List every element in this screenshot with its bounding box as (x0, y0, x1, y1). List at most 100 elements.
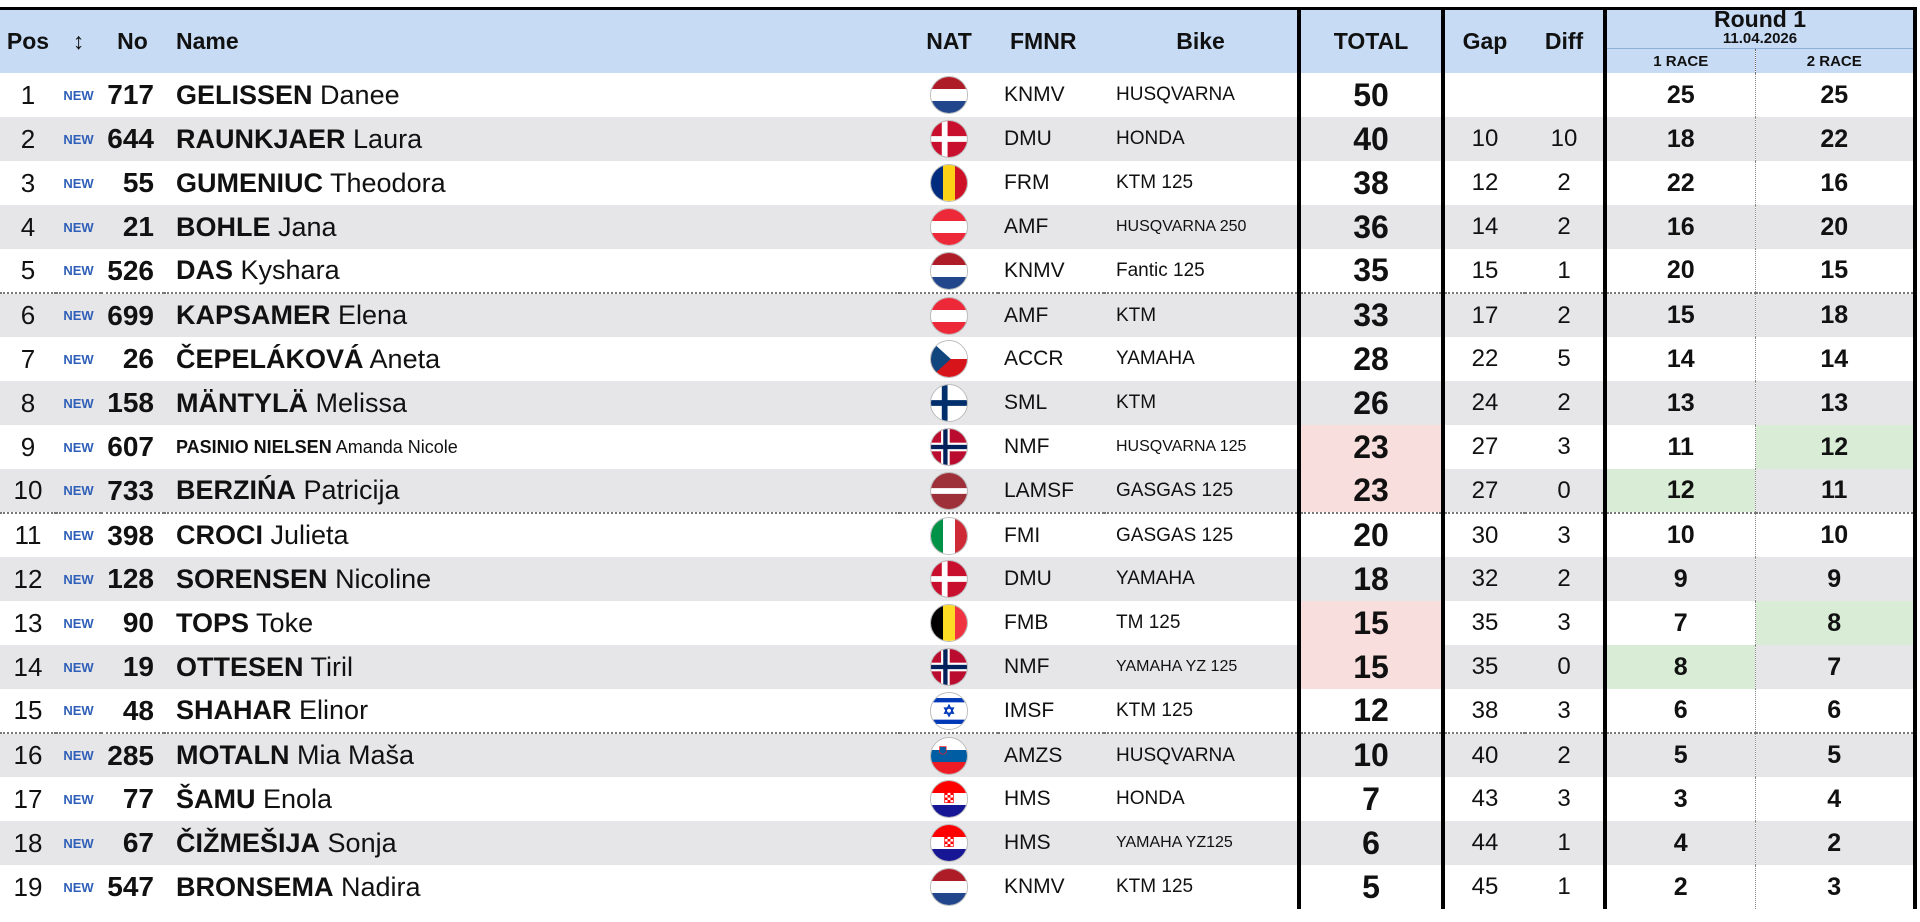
rider-name[interactable]: SORENSEN Nicoline (164, 557, 900, 601)
table-row[interactable]: 12 NEW 128 SORENSEN Nicoline DMU YAMAHA … (0, 557, 1917, 601)
diff: 2 (1525, 292, 1605, 337)
total-points: 15 (1297, 601, 1445, 645)
table-row[interactable]: 1 NEW 717 GELISSEN Danee KNMV HUSQVARNA … (0, 73, 1917, 117)
race-1-points: 11 (1603, 425, 1756, 469)
nationality (900, 381, 998, 425)
new-badge: NEW (56, 292, 101, 337)
rider-name[interactable]: CROCI Julieta (164, 512, 900, 557)
diff: 1 (1525, 821, 1605, 865)
rider-name[interactable]: PASINIO NIELSEN Amanda Nicole (164, 425, 900, 469)
table-row[interactable]: 3 NEW 55 GUMENIUC Theodora FRM KTM 125 3… (0, 161, 1917, 205)
total-points: 36 (1297, 205, 1445, 249)
table-row[interactable]: 17 NEW 77 ŠAMU Enola HMS HONDA 7 43 3 3 … (0, 777, 1917, 821)
header-fmnr[interactable]: FMNR (998, 8, 1104, 73)
race-1-points: 10 (1603, 512, 1756, 557)
header-no[interactable]: No (101, 8, 164, 73)
header-name[interactable]: Name (164, 8, 900, 73)
rider-name[interactable]: ČEPELÁKOVÁ Aneta (164, 337, 900, 381)
table-row[interactable]: 19 NEW 547 BRONSEMA Nadira KNMV KTM 125 … (0, 865, 1917, 909)
race-1-points: 25 (1603, 73, 1756, 117)
table-row[interactable]: 16 NEW 285 MOTALN Mia Maša AMZS HUSQVARN… (0, 732, 1917, 777)
latvia-flag-icon (930, 471, 968, 510)
rider-number: 717 (107, 79, 154, 110)
federation: AMF (998, 205, 1104, 249)
federation: DMU (998, 557, 1104, 601)
total-points: 15 (1297, 645, 1445, 689)
italy-flag-icon (930, 516, 968, 555)
header-round: Round 1 11.04.2026 (1603, 8, 1917, 49)
nationality (900, 732, 998, 777)
rider-name[interactable]: MÄNTYLÄ Melissa (164, 381, 900, 425)
new-badge: NEW (56, 205, 101, 249)
rider-number: 48 (122, 694, 154, 726)
czech-flag-icon (930, 340, 968, 378)
new-badge: NEW (56, 645, 101, 689)
denmark-flag-icon (930, 560, 968, 598)
header-gap[interactable]: Gap (1443, 8, 1525, 73)
rider-name[interactable]: BOHLE Jana (164, 205, 900, 249)
rider-name[interactable]: SHAHAR Elinor (164, 689, 900, 733)
position: 4 (0, 205, 56, 249)
new-badge: NEW (63, 87, 94, 103)
federation: FMI (998, 512, 1104, 557)
rider-name[interactable]: MOTALN Mia Maša (164, 732, 900, 777)
header-bike[interactable]: Bike (1104, 8, 1299, 73)
table-row[interactable]: 18 NEW 67 ČIŽMEŠIJA Sonja HMS YAMAHA YZ1… (0, 821, 1917, 865)
nationality (900, 557, 998, 601)
gap (1443, 73, 1525, 117)
gap: 38 (1471, 696, 1499, 724)
slovenia-flag-icon (930, 736, 968, 775)
table-row[interactable]: 4 NEW 21 BOHLE Jana AMF HUSQVARNA 250 36… (0, 205, 1917, 249)
table-row[interactable]: 13 NEW 90 TOPS Toke FMB TM 125 15 35 3 7… (0, 601, 1917, 645)
race-2-points: 7 (1755, 645, 1917, 689)
new-badge: NEW (56, 821, 101, 865)
header-race-2[interactable]: 2 RACE (1755, 48, 1917, 73)
header-move-icon[interactable]: ↕ (56, 8, 101, 73)
rider-number: 19 (101, 645, 164, 689)
rider-name[interactable]: KAPSAMER Elena (164, 292, 900, 337)
rider-surname: BOHLE (176, 211, 271, 242)
rider-name[interactable]: ŠAMU Enola (164, 777, 900, 821)
new-badge: NEW (56, 117, 101, 161)
header-race-1[interactable]: 1 RACE (1603, 48, 1756, 73)
rider-name[interactable]: BRONSEMA Nadira (164, 865, 900, 909)
table-row[interactable]: 11 NEW 398 CROCI Julieta FMI GASGAS 125 … (0, 512, 1917, 557)
rider-name[interactable]: RAUNKJAER Laura (164, 117, 900, 161)
rider-given-name: Patricija (303, 475, 400, 505)
header-diff[interactable]: Diff (1525, 8, 1605, 73)
race-2-points: 15 (1755, 249, 1917, 293)
header-nat[interactable]: NAT (900, 8, 998, 73)
table-row[interactable]: 2 NEW 644 RAUNKJAER Laura DMU HONDA 40 1… (0, 117, 1917, 161)
table-row[interactable]: 6 NEW 699 KAPSAMER Elena AMF KTM 33 17 2… (0, 292, 1917, 337)
rider-name[interactable]: GELISSEN Danee (164, 73, 900, 117)
position: 9 (20, 431, 36, 462)
race-1-points: 5 (1603, 732, 1756, 777)
federation: AMF (998, 292, 1104, 337)
table-row[interactable]: 15 NEW 48 SHAHAR Elinor IMSF KTM 125 12 … (0, 689, 1917, 733)
race-1-points: 9 (1603, 557, 1756, 601)
new-badge: NEW (63, 439, 94, 455)
table-row[interactable]: 7 NEW 26 ČEPELÁKOVÁ Aneta ACCR YAMAHA 28… (0, 337, 1917, 381)
race-1-points: 12 (1603, 469, 1756, 513)
header-pos[interactable]: Pos (0, 8, 56, 73)
rider-surname: TOPS (176, 607, 250, 638)
rider-surname: SHAHAR (176, 695, 292, 725)
table-row[interactable]: 9 NEW 607 PASINIO NIELSEN Amanda Nicole … (0, 425, 1917, 469)
rider-name[interactable]: TOPS Toke (164, 601, 900, 645)
nationality (900, 117, 998, 161)
table-row[interactable]: 10 NEW 733 BERZIŃA Patricija LAMSF GASGA… (0, 469, 1917, 513)
rider-name[interactable]: BERZIŃA Patricija (164, 469, 900, 513)
table-row[interactable]: 5 NEW 526 DAS Kyshara KNMV Fantic 125 35… (0, 249, 1917, 293)
rider-name[interactable]: ČIŽMEŠIJA Sonja (164, 821, 900, 865)
diff: 2 (1525, 381, 1605, 425)
rider-name[interactable]: OTTESEN Tiril (164, 645, 900, 689)
table-row[interactable]: 8 NEW 158 MÄNTYLÄ Melissa SML KTM 26 24 … (0, 381, 1917, 425)
rider-number: 547 (107, 871, 154, 902)
rider-name[interactable]: DAS Kyshara (164, 249, 900, 293)
netherlands-flag-icon (930, 76, 968, 114)
rider-name[interactable]: GUMENIUC Theodora (164, 161, 900, 205)
table-row[interactable]: 14 NEW 19 OTTESEN Tiril NMF YAMAHA YZ 12… (0, 645, 1917, 689)
race-2-points: 3 (1755, 865, 1917, 909)
header-total[interactable]: TOTAL (1297, 8, 1445, 73)
total-points: 5 (1297, 865, 1445, 909)
